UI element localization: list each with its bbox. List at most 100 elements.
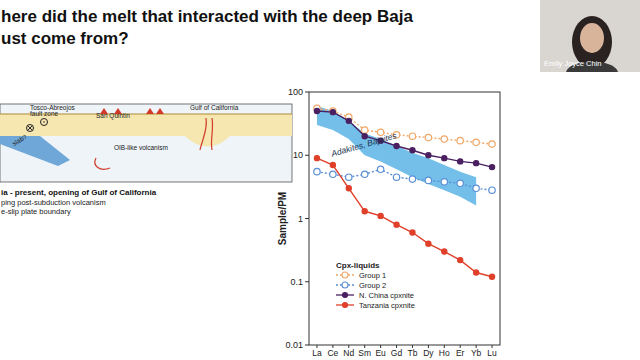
melt-arrow [200, 118, 213, 150]
y-tick-label: 0.01 [285, 340, 303, 350]
volcano [146, 108, 154, 114]
series-marker [410, 148, 415, 153]
legend-label: Group 1 [359, 271, 386, 280]
plot-area [314, 105, 495, 279]
diagram-caption: ia - present, opening of Gulf of Califor… [1, 188, 157, 197]
series-marker [457, 180, 463, 186]
series-marker [489, 141, 495, 147]
x-tick-label: Ce [327, 348, 338, 358]
x-tick-label: Sm [358, 348, 371, 358]
slide-title: ust come from? [1, 29, 129, 48]
series-marker [458, 257, 463, 262]
series-line [317, 158, 492, 277]
x-tick-label: Eu [375, 348, 386, 358]
x-tick-label: Lu [487, 348, 497, 358]
legend-marker [343, 303, 348, 308]
fault-symbol [28, 126, 33, 131]
series-marker [426, 241, 431, 246]
legend-marker [342, 272, 348, 278]
y-axis-label: Sample/PM [277, 192, 288, 245]
series-marker [425, 134, 431, 140]
diagram-label: OIB-like volcanism [114, 144, 168, 151]
diagram-label: San Quintin [96, 112, 130, 120]
fault-symbol [27, 125, 34, 132]
fault-symbol [43, 121, 45, 123]
y-tick [305, 92, 309, 93]
series-marker [441, 179, 447, 185]
series-marker [474, 270, 479, 275]
series-marker [441, 136, 447, 142]
series-marker [394, 222, 399, 227]
series-marker [442, 249, 447, 254]
x-tick-label: Tb [407, 348, 417, 358]
legend-label: N. China cpxnite [359, 291, 414, 300]
legend-marker [342, 282, 348, 288]
series-marker [330, 171, 336, 177]
x-tick-label: Yb [471, 348, 482, 358]
x-tick-label: La [312, 348, 322, 358]
webcam-bg [540, 0, 640, 72]
diagram-label: Gulf of California [190, 104, 239, 111]
series-marker [330, 110, 335, 115]
webcam: Emily Joyce Chin [540, 0, 640, 72]
series-marker [346, 174, 352, 180]
flow-arrow [95, 158, 110, 169]
y-tick [305, 218, 309, 219]
volcano [156, 108, 164, 114]
diagram-bullet: e-slip plate boundary [1, 207, 71, 216]
diagram-bullet: ping post-subduction volcanism [1, 198, 106, 207]
series-marker [330, 162, 335, 167]
series-marker [489, 274, 494, 279]
slide-title: here did the melt that interacted with t… [1, 7, 413, 26]
series-marker [330, 108, 336, 114]
series-marker [377, 166, 383, 172]
series-marker [362, 171, 368, 177]
diagram-label: slab? [11, 133, 28, 147]
series-marker [489, 187, 495, 193]
background [0, 0, 640, 360]
series-marker [409, 133, 415, 139]
slide: here did the melt that interacted with t… [0, 0, 640, 360]
diagram-frame [0, 104, 292, 182]
series-marker [457, 137, 463, 143]
series-line [317, 108, 492, 144]
band-label: Adakites, Bajaites [329, 130, 398, 159]
series-marker [346, 186, 351, 191]
legend-title: Cpx-liquids [336, 261, 380, 270]
x-tick-label: Gd [391, 348, 403, 358]
legend-label: Group 2 [359, 281, 386, 290]
series-marker [314, 168, 320, 174]
y-tick [305, 155, 309, 156]
series-marker [394, 143, 399, 148]
x-tick-label: Er [456, 348, 465, 358]
series-marker [410, 230, 415, 235]
y-tick-label: 0.1 [290, 277, 303, 287]
series-marker [314, 156, 319, 161]
x-tick-label: Dy [423, 348, 434, 358]
diagram: Tosco-Abreojosfault zoneSan QuintinOIB-l… [0, 104, 292, 216]
series-marker [489, 164, 494, 169]
y-tick-label: 10 [293, 150, 303, 160]
fault-symbol [41, 119, 48, 126]
y-tick-label: 1 [298, 214, 303, 224]
series-marker [346, 118, 351, 123]
series-marker [474, 161, 479, 166]
series-marker [442, 156, 447, 161]
series-marker [473, 139, 479, 145]
series-line [317, 111, 492, 167]
legend-marker [343, 293, 348, 298]
plot-frame [309, 92, 500, 345]
legend-label: Tanzania cpxnite [359, 301, 415, 310]
y-tick [305, 281, 309, 282]
x-tick-label: Ho [439, 348, 450, 358]
face [580, 23, 604, 53]
chart: 0.010.1110100LaCeNdSmEuGdTbDyHoErYbLuSam… [277, 87, 500, 358]
series-marker [425, 177, 431, 183]
series-marker [473, 185, 479, 191]
series-marker [409, 176, 415, 182]
diagram-label: fault zone [30, 110, 59, 117]
series-marker [393, 174, 399, 180]
presenter-name: Emily Joyce Chin [544, 59, 602, 68]
x-tick-label: Nd [343, 348, 354, 358]
band [317, 106, 476, 206]
